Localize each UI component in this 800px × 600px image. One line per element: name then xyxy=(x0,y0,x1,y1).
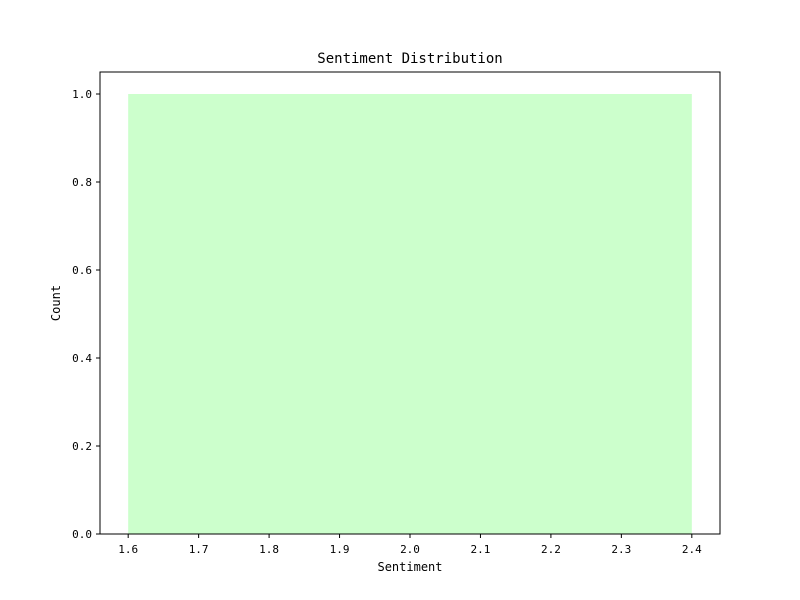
plot-area xyxy=(128,94,692,534)
y-axis-label: Count xyxy=(49,285,63,321)
y-tick-label: 0.6 xyxy=(72,264,92,277)
x-axis-label: Sentiment xyxy=(377,560,442,574)
x-axis: 1.6 1.7 1.8 1.9 2.0 2.1 2.2 2.3 2.4 xyxy=(118,534,702,556)
x-tick-label: 1.6 xyxy=(118,543,138,556)
chart-title: Sentiment Distribution xyxy=(317,51,502,67)
x-tick-label: 2.3 xyxy=(611,543,631,556)
y-tick-label: 0.8 xyxy=(72,176,92,189)
y-axis: 0.0 0.2 0.4 0.6 0.8 1.0 xyxy=(72,88,100,541)
x-tick-label: 1.9 xyxy=(330,543,350,556)
x-tick-label: 2.0 xyxy=(400,543,420,556)
x-tick-label: 2.1 xyxy=(471,543,491,556)
x-tick-label: 2.4 xyxy=(682,543,702,556)
x-tick-label: 1.7 xyxy=(189,543,209,556)
x-tick-label: 2.2 xyxy=(541,543,561,556)
y-tick-label: 0.4 xyxy=(72,352,92,365)
y-tick-label: 1.0 xyxy=(72,88,92,101)
bar-0 xyxy=(128,94,692,534)
y-tick-label: 0.2 xyxy=(72,440,92,453)
y-tick-label: 0.0 xyxy=(72,528,92,541)
x-tick-label: 1.8 xyxy=(259,543,279,556)
